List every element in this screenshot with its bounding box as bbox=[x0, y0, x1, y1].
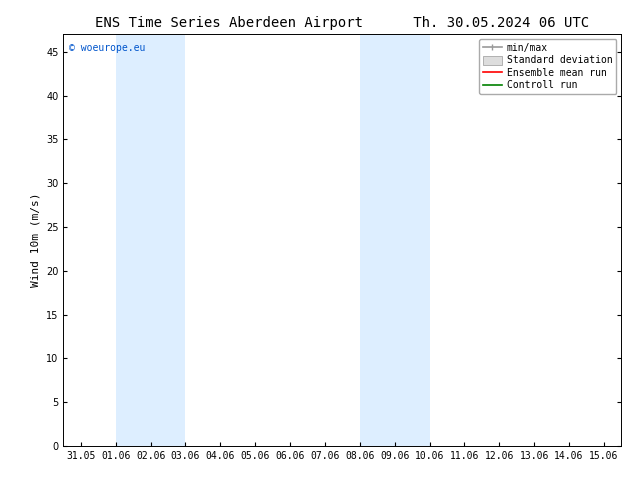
Legend: min/max, Standard deviation, Ensemble mean run, Controll run: min/max, Standard deviation, Ensemble me… bbox=[479, 39, 616, 94]
Text: © woeurope.eu: © woeurope.eu bbox=[69, 43, 145, 52]
Y-axis label: Wind 10m (m/s): Wind 10m (m/s) bbox=[30, 193, 41, 287]
Bar bbox=[116, 34, 185, 446]
Title: ENS Time Series Aberdeen Airport      Th. 30.05.2024 06 UTC: ENS Time Series Aberdeen Airport Th. 30.… bbox=[95, 16, 590, 30]
Bar bbox=[359, 34, 429, 446]
